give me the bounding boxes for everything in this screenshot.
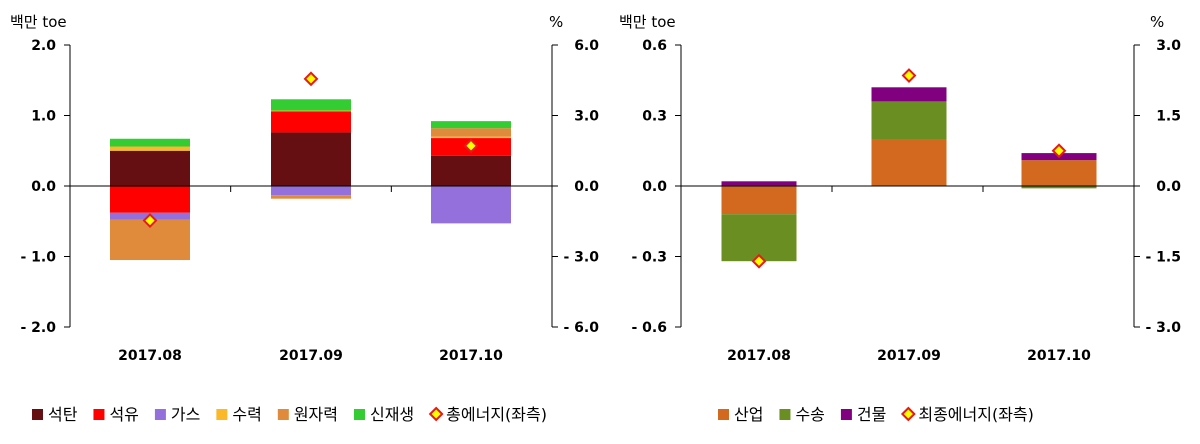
category-label: 2017.08	[118, 348, 182, 364]
legend-label: 신재생	[370, 405, 414, 424]
legend-swatch-건물	[840, 409, 852, 420]
legend-diamond-icon	[428, 406, 444, 422]
legend-label: 수력	[232, 405, 261, 424]
right-tick-label: - 3.0	[564, 250, 600, 266]
left-tick-label: 0.0	[31, 179, 56, 195]
legend-swatch-원자력	[277, 409, 289, 420]
category-label: 2017.10	[1027, 348, 1091, 364]
left-axis-unit: 백만 toe	[619, 13, 676, 31]
left-tick-label: 0.3	[642, 109, 667, 125]
total-marker-2017.08	[142, 213, 158, 228]
bar-건물-2017.08	[721, 181, 797, 186]
chart-panel-1: 2.0 1.0 0.0 - 1.0 - 2.0 6.0 3.0 0.0 - 3.0 - 6.0 백만…	[10, 13, 599, 364]
legend-swatch-수력	[216, 409, 228, 420]
legend-diamond-icon	[900, 406, 916, 422]
right-tick-label: 3.0	[1156, 38, 1181, 54]
legend-label: 수송	[795, 405, 824, 424]
legend-label: 산업	[734, 405, 763, 424]
right-tick-label: 1.5	[1156, 109, 1181, 125]
category-label: 2017.08	[727, 348, 791, 364]
left-tick-label: 0.6	[642, 38, 667, 54]
right-tick-label: 6.0	[574, 38, 599, 54]
legend-label: 총에너지(좌측)	[446, 405, 547, 424]
legend-label: 건물	[857, 405, 886, 424]
bar-수력-2017.08	[110, 146, 190, 151]
legend-swatch-석유	[93, 409, 105, 420]
right-tick-label: 0.0	[1156, 179, 1181, 195]
bar-신재생-2017.10	[431, 121, 511, 129]
legend-swatch-수송	[779, 409, 791, 420]
left-tick-label: - 1.0	[21, 250, 57, 266]
legend-label: 최종에너지(좌측)	[918, 405, 1034, 424]
right-tick-label: 0.0	[574, 179, 599, 195]
bar-수력-2017.09	[271, 110, 351, 112]
right-tick-label: - 3.0	[1146, 320, 1182, 336]
bar-석유-2017.08	[110, 186, 190, 213]
legend-swatch-가스	[154, 409, 166, 420]
bar-산업-2017.08	[721, 186, 797, 215]
bar-석탄-2017.09	[271, 132, 351, 186]
total-marker-2017.09	[303, 71, 319, 87]
bar-석탄-2017.10	[431, 155, 511, 186]
right-axis-unit: %	[1150, 13, 1164, 31]
legend-label: 석탄	[48, 405, 78, 424]
category-label: 2017.09	[877, 348, 941, 364]
bar-신재생-2017.09	[271, 99, 351, 111]
left-tick-label: 0.0	[642, 179, 667, 195]
bar-수송-2017.09	[871, 101, 947, 139]
left-tick-label: - 0.6	[632, 320, 668, 336]
legend-swatch-신재생	[353, 409, 365, 420]
total-marker-2017.09	[901, 68, 917, 83]
total-marker-2017.08	[751, 253, 767, 269]
bar-산업-2017.10	[1021, 160, 1097, 186]
legend-label: 석유	[109, 405, 138, 424]
bar-가스-2017.09	[271, 186, 351, 196]
total-marker-2017.10	[1051, 143, 1067, 159]
right-axis-unit: %	[549, 13, 563, 31]
legend-swatch-산업	[718, 409, 729, 420]
right-tick-label: - 1.5	[1146, 250, 1182, 266]
chart-panel-2: 0.6 0.3 0.0 - 0.3 - 0.6 3.0 1.5 0.0 - 1.5 - 3.0 백만…	[619, 13, 1181, 364]
bar-석유-2017.09	[271, 111, 351, 133]
right-tick-label: 3.0	[574, 109, 599, 125]
bar-수력-2017.10	[431, 136, 511, 139]
legend-label: 원자력	[294, 405, 338, 424]
right-tick-label: - 6.0	[564, 320, 600, 336]
left-tick-label: 1.0	[31, 109, 56, 125]
total-marker-2017.10	[463, 138, 479, 154]
legend-1: 석탄 석유 가스 수력 원자력 신재생 총에너지(좌측)	[32, 405, 547, 424]
left-axis-unit: 백만 toe	[10, 13, 67, 31]
legend-swatch-석탄	[32, 409, 43, 420]
category-label: 2017.09	[279, 348, 343, 364]
left-tick-label: - 2.0	[21, 320, 57, 336]
bar-가스-2017.10	[431, 186, 511, 224]
bar-신재생-2017.08	[110, 138, 190, 147]
legend-2: 산업 수송 건물 최종에너지(좌측)	[718, 405, 1034, 424]
legend-label: 가스	[171, 405, 200, 424]
bar-산업-2017.09	[871, 139, 947, 186]
bar-건물-2017.09	[871, 87, 947, 102]
bar-수송-2017.08	[721, 214, 797, 262]
left-tick-label: 2.0	[31, 38, 56, 54]
category-label: 2017.10	[439, 348, 503, 364]
bar-석탄-2017.08	[110, 150, 190, 186]
left-tick-label: - 0.3	[632, 250, 668, 266]
bar-원자력-2017.10	[431, 128, 511, 137]
bar-원자력-2017.09	[271, 195, 351, 199]
bar-수송-2017.10	[1021, 186, 1097, 189]
